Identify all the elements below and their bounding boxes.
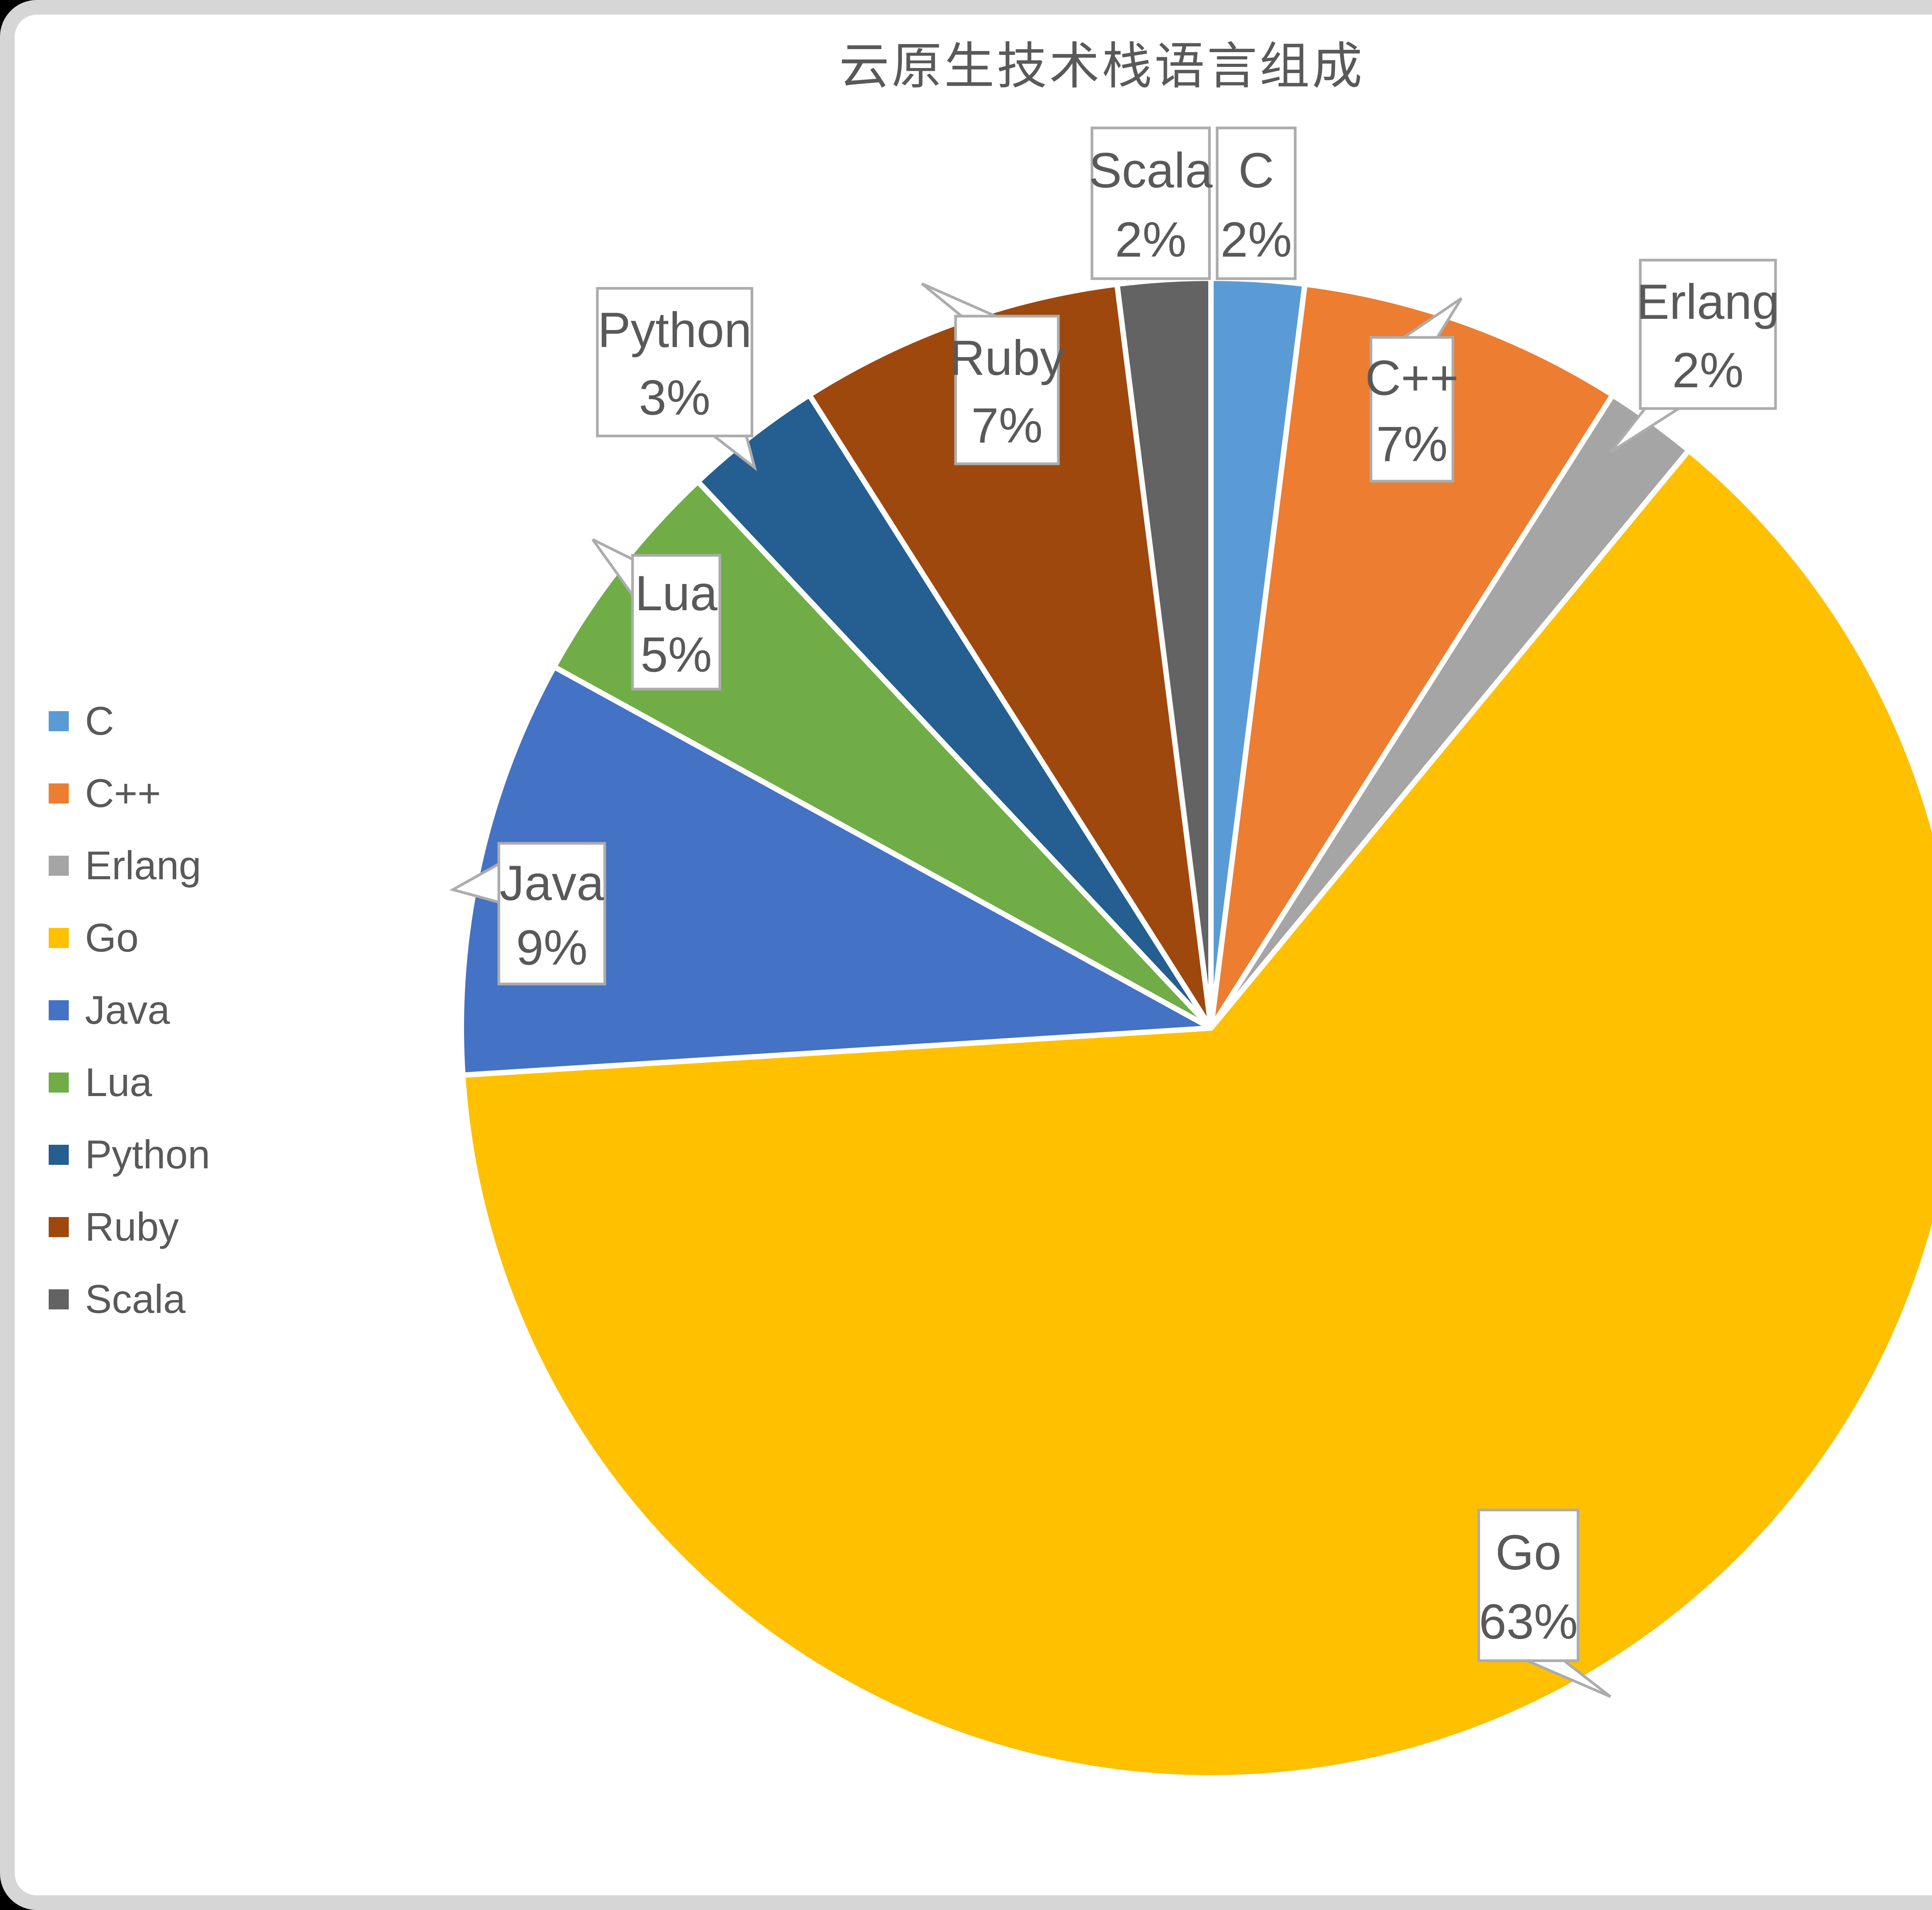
legend-item-scala[interactable]: Scala — [49, 1263, 210, 1335]
data-label-box-ruby — [954, 315, 1060, 465]
legend-swatch-ruby — [49, 1217, 69, 1237]
data-label-scala: Scala 2% — [1089, 126, 1213, 280]
legend-swatch-erlang — [49, 855, 69, 876]
data-label-ruby: Ruby 7% — [921, 282, 1065, 465]
legend-item-java[interactable]: Java — [49, 974, 210, 1046]
data-label-box-scala — [1090, 126, 1211, 280]
legend-swatch-c — [49, 711, 69, 731]
data-label-box-c — [1216, 126, 1297, 280]
chart-title: 云原生技术栈语言组成 — [839, 38, 1365, 94]
data-label-python: Python 3% — [596, 287, 757, 472]
data-label-percent-erlang: 2% — [1672, 343, 1744, 398]
data-label-name-go: Go — [1495, 1525, 1561, 1580]
data-label-name-java: Java — [500, 856, 604, 911]
legend-label: Ruby — [85, 1204, 179, 1250]
data-label-name-cpp: C++ — [1365, 351, 1459, 406]
legend-label: Python — [85, 1132, 210, 1177]
legend-label: Lua — [85, 1060, 152, 1105]
legend-item-go[interactable]: Go — [49, 902, 210, 974]
data-label-box-python — [596, 287, 753, 437]
data-label-lua: Lua 5% — [592, 538, 721, 691]
data-label-percent-ruby: 7% — [971, 398, 1043, 453]
data-label-cpp: C++ 7% — [1365, 297, 1463, 483]
data-label-name-ruby: Ruby — [949, 330, 1065, 386]
data-label-percent-java: 9% — [516, 920, 588, 975]
legend: C C++ Erlang Go Java Lua Python Ruby Scala — [49, 685, 210, 1335]
legend-item-ruby[interactable]: Ruby — [49, 1191, 210, 1263]
pie-slice-java[interactable] — [459, 664, 1214, 1078]
data-label-c: C 2% — [1216, 126, 1297, 280]
legend-item-lua[interactable]: Lua — [49, 1046, 210, 1118]
data-label-percent-python: 3% — [639, 370, 711, 426]
data-label-go: Go 63% — [1477, 1508, 1612, 1698]
data-label-name-scala: Scala — [1089, 143, 1213, 198]
data-label-box-erlang — [1639, 259, 1777, 410]
pie-slice-cpp[interactable] — [1208, 281, 1616, 1031]
legend-label: Erlang — [85, 843, 201, 888]
legend-swatch-java — [49, 1000, 69, 1020]
legend-item-cpp[interactable]: C++ — [49, 757, 210, 829]
data-label-percent-go: 63% — [1479, 1594, 1578, 1650]
legend-label: Java — [85, 987, 170, 1033]
data-label-name-lua: Lua — [635, 566, 718, 621]
pie-slice-go[interactable] — [460, 448, 1932, 1781]
data-label-name-python: Python — [598, 303, 752, 358]
legend-swatch-python — [49, 1144, 69, 1165]
data-label-java: Java 9% — [449, 842, 606, 986]
legend-swatch-scala — [49, 1289, 69, 1309]
data-label-percent-c: 2% — [1221, 212, 1292, 267]
legend-item-python[interactable]: Python — [49, 1118, 210, 1191]
legend-label: Scala — [85, 1277, 186, 1322]
data-label-box-java — [497, 842, 606, 986]
data-label-erlang: Erlang 2% — [1609, 259, 1779, 453]
data-label-box-lua — [631, 554, 721, 691]
legend-label: C — [85, 698, 114, 744]
legend-swatch-go — [49, 928, 69, 948]
data-label-pointer-ruby — [921, 282, 1002, 320]
data-label-name-erlang: Erlang — [1636, 274, 1779, 330]
legend-item-erlang[interactable]: Erlang — [49, 829, 210, 902]
legend-item-c[interactable]: C — [49, 685, 210, 757]
data-label-name-c: C — [1238, 143, 1274, 198]
data-label-percent-scala: 2% — [1115, 212, 1187, 267]
legend-swatch-cpp — [49, 783, 69, 803]
data-label-percent-cpp: 7% — [1376, 417, 1448, 472]
legend-label: Go — [85, 915, 139, 960]
legend-label: C++ — [85, 771, 161, 816]
data-label-percent-lua: 5% — [641, 627, 712, 683]
data-label-box-cpp — [1369, 336, 1454, 483]
legend-swatch-lua — [49, 1072, 69, 1093]
data-label-box-go — [1477, 1508, 1580, 1662]
